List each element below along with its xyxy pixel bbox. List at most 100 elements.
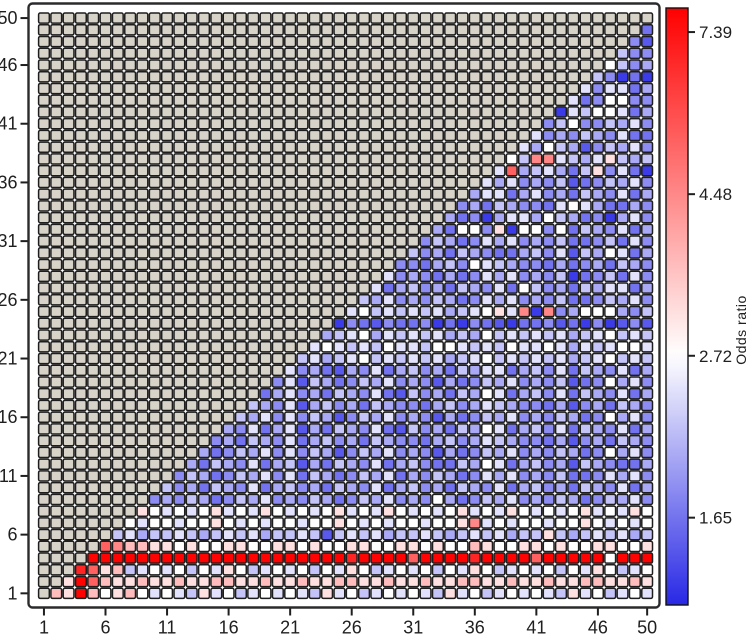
heatmap-cell	[394, 411, 408, 424]
heatmap-cell	[111, 376, 124, 388]
heatmap-cell	[456, 387, 469, 400]
heatmap-cell	[62, 47, 75, 60]
heatmap-cell	[247, 528, 260, 541]
heatmap-cell	[382, 223, 395, 236]
heatmap-cell	[74, 47, 87, 60]
heatmap-cell	[308, 305, 321, 318]
heatmap-cell	[357, 564, 371, 576]
heatmap-cell	[591, 47, 605, 60]
heatmap-cell	[468, 59, 481, 71]
heatmap-cell	[271, 188, 284, 200]
heatmap-cell	[382, 270, 395, 283]
heatmap-cell	[333, 188, 346, 200]
heatmap-cell	[197, 235, 211, 247]
heatmap-cell	[444, 434, 457, 447]
heatmap-cell	[641, 82, 654, 95]
heatmap-cell	[542, 528, 555, 541]
heatmap-cell	[210, 387, 223, 400]
heatmap-cell	[554, 258, 568, 271]
heatmap-cell	[542, 387, 555, 400]
heatmap-cell	[87, 247, 100, 259]
heatmap-cell	[148, 411, 161, 424]
heatmap-cell	[481, 282, 494, 294]
heatmap-cell	[320, 94, 334, 107]
heatmap-cell	[382, 141, 395, 154]
heatmap-cell	[87, 129, 100, 142]
heatmap-cell	[530, 528, 543, 541]
heatmap-cell	[173, 23, 186, 36]
heatmap-cell	[210, 164, 223, 177]
heatmap-cell	[407, 470, 420, 482]
heatmap-cell	[136, 235, 149, 247]
heatmap-cell	[284, 387, 297, 400]
heatmap-cell	[530, 329, 543, 341]
heatmap-cell	[308, 470, 321, 482]
heatmap-cell	[431, 575, 444, 588]
heatmap-cell	[111, 164, 124, 177]
heatmap-cell	[554, 235, 568, 247]
heatmap-cell	[259, 364, 272, 377]
heatmap-cell	[173, 117, 186, 130]
heatmap-cell	[247, 376, 260, 388]
heatmap-cell	[554, 411, 568, 424]
heatmap-cell	[136, 23, 149, 36]
colorbar	[665, 7, 689, 606]
heatmap-cell	[62, 305, 75, 318]
heatmap-cell	[567, 575, 580, 588]
heatmap-cell	[419, 141, 432, 154]
heatmap-cell	[333, 434, 346, 447]
heatmap-cell	[530, 352, 543, 365]
heatmap-cell	[247, 141, 260, 154]
heatmap-cell	[517, 94, 531, 107]
heatmap-cell	[419, 329, 432, 341]
heatmap-cell	[394, 528, 408, 541]
heatmap-cell	[444, 505, 457, 517]
heatmap-cell	[616, 141, 629, 154]
heatmap-cell	[99, 564, 112, 576]
heatmap-cell	[222, 47, 235, 60]
heatmap-cell	[50, 164, 63, 177]
heatmap-cell	[505, 364, 518, 377]
heatmap-cell	[111, 188, 124, 200]
heatmap-cell	[99, 35, 112, 48]
heatmap-cell	[160, 129, 174, 142]
heatmap-cell	[111, 329, 124, 341]
heatmap-cell	[197, 470, 211, 482]
heatmap-cell	[382, 129, 395, 142]
heatmap-cell	[296, 305, 309, 318]
heatmap-cell	[160, 564, 174, 576]
heatmap-cell	[111, 317, 124, 330]
heatmap-cell	[148, 35, 161, 48]
heatmap-cell	[370, 35, 383, 48]
heatmap-cell	[407, 235, 420, 247]
heatmap-cell	[296, 23, 309, 36]
heatmap-cell	[407, 505, 420, 517]
heatmap-cell	[37, 188, 51, 200]
heatmap-cell	[222, 59, 235, 71]
heatmap-cell	[505, 270, 518, 283]
heatmap-cell	[124, 423, 137, 435]
heatmap-cell	[37, 211, 51, 224]
heatmap-cell	[62, 587, 75, 600]
heatmap-cell	[148, 282, 161, 294]
heatmap-cell	[333, 540, 346, 553]
heatmap-cell	[579, 340, 592, 353]
heatmap-cell	[505, 129, 518, 142]
heatmap-cell	[320, 258, 334, 271]
heatmap-cell	[160, 282, 174, 294]
heatmap-cell	[271, 423, 284, 435]
heatmap-cell	[160, 23, 174, 36]
heatmap-cell	[394, 434, 408, 447]
heatmap-cell	[579, 59, 592, 71]
heatmap-cell	[456, 575, 469, 588]
heatmap-cell	[308, 129, 321, 142]
heatmap-cell	[616, 505, 629, 517]
x-axis-tick-label: 11	[158, 618, 177, 638]
heatmap-cell	[604, 364, 617, 377]
heatmap-cell	[493, 59, 506, 71]
heatmap-cell	[407, 247, 420, 259]
heatmap-cell	[333, 587, 346, 600]
heatmap-cell	[628, 47, 641, 60]
heatmap-cell	[456, 493, 469, 506]
heatmap-cell	[419, 376, 432, 388]
